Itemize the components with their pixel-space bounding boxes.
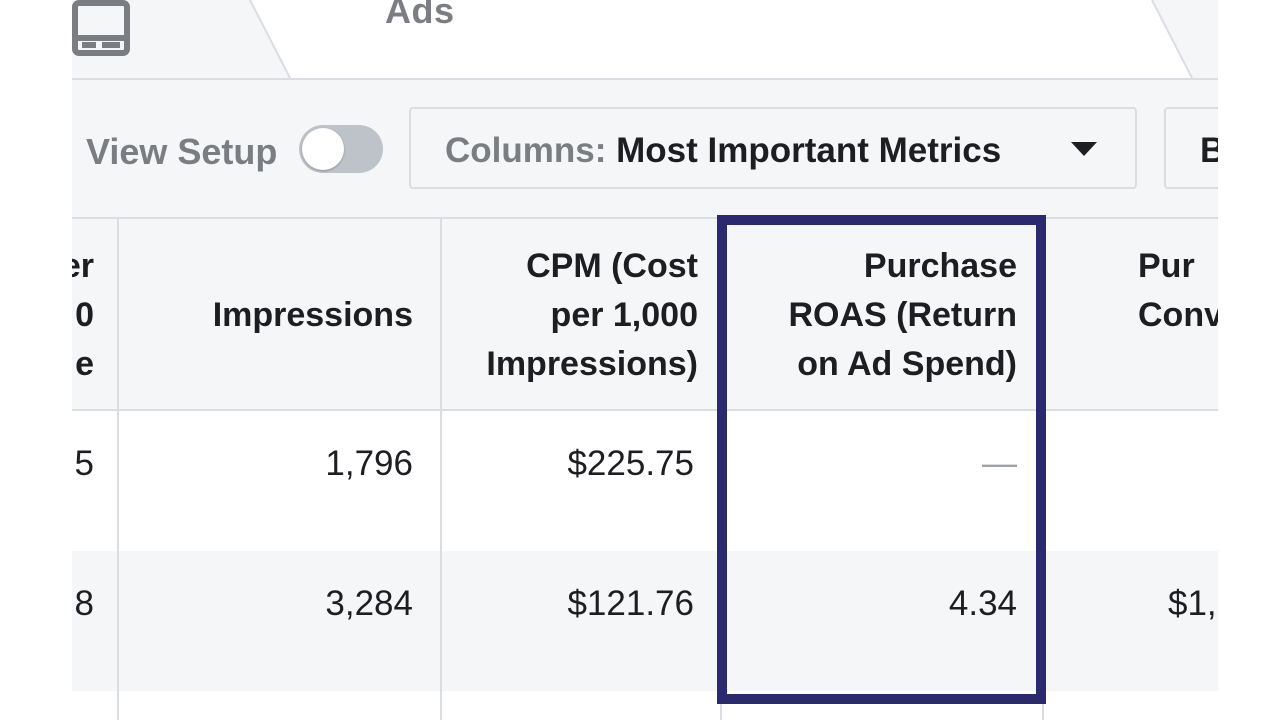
tab-ads[interactable]: Ads: [385, 0, 455, 31]
caret-down-icon: [1071, 142, 1097, 156]
table-header-row: [72, 217, 1218, 411]
cell-cpm: $225.75: [567, 444, 694, 483]
header-line: Purchase: [863, 247, 1017, 285]
header-purchase-roas[interactable]: Purchase ROAS (Return on Ad Spend): [722, 242, 1017, 389]
header-line: CPM (Cost: [526, 247, 698, 285]
columns-prefix: Columns:: [445, 131, 607, 170]
header-line: on Ad Spend): [797, 345, 1017, 383]
level-tab-strip: Ads: [72, 0, 1218, 80]
metrics-table: er 0 e Impressions CPM (Cost per 1,000 I…: [72, 217, 1218, 720]
header-cpm[interactable]: CPM (Cost per 1,000 Impressions): [442, 242, 698, 389]
toolbar: View Setup Columns: Most Important Metri…: [72, 80, 1218, 217]
header-line: Impressions): [486, 345, 698, 383]
header-partial-column[interactable]: er 0 e: [72, 242, 94, 389]
view-setup-toggle[interactable]: [299, 125, 383, 173]
header-line: per 1,000: [550, 296, 698, 334]
ads-tab-icon: [72, 0, 130, 56]
ads-manager-panel: Ads View Setup Columns: Most Important M…: [72, 0, 1218, 720]
header-line: Pur: [1138, 247, 1195, 285]
cell-purchase-roas: 4.34: [948, 584, 1017, 623]
cell-purchase-roas: —: [982, 444, 1017, 483]
header-line: er: [72, 247, 94, 285]
cell-cpm: $121.76: [567, 584, 694, 623]
column-divider[interactable]: [1042, 217, 1044, 720]
header-partial-next-column[interactable]: Pur Conv: [1138, 242, 1218, 340]
columns-dropdown-text: Columns: Most Important Metrics: [445, 131, 1001, 171]
header-impressions[interactable]: Impressions: [119, 291, 413, 340]
cell-partial: 5: [74, 444, 94, 483]
column-divider[interactable]: [440, 217, 442, 720]
header-line: 0: [75, 296, 94, 334]
cell-impressions: 1,796: [325, 444, 413, 483]
header-line: ROAS (Return: [788, 296, 1017, 334]
table-row: [72, 551, 1218, 691]
breakdown-label: B: [1200, 131, 1218, 170]
cell-impressions: 3,284: [325, 584, 413, 623]
header-line: e: [75, 345, 94, 383]
column-divider[interactable]: [117, 217, 119, 720]
header-line: Impressions: [212, 296, 413, 334]
cell-partial: 8: [74, 584, 94, 623]
columns-value: Most Important Metrics: [616, 131, 1002, 170]
table-row: [72, 691, 1218, 720]
breakdown-button[interactable]: B: [1164, 107, 1218, 189]
toggle-knob: [302, 128, 344, 170]
columns-dropdown[interactable]: Columns: Most Important Metrics: [409, 107, 1137, 189]
tab-shapes: [72, 0, 1218, 80]
table-row: [72, 411, 1218, 551]
view-setup-label: View Setup: [86, 131, 278, 172]
header-line: Conv: [1138, 296, 1218, 334]
cell-partial-next: $1,: [1168, 584, 1217, 623]
